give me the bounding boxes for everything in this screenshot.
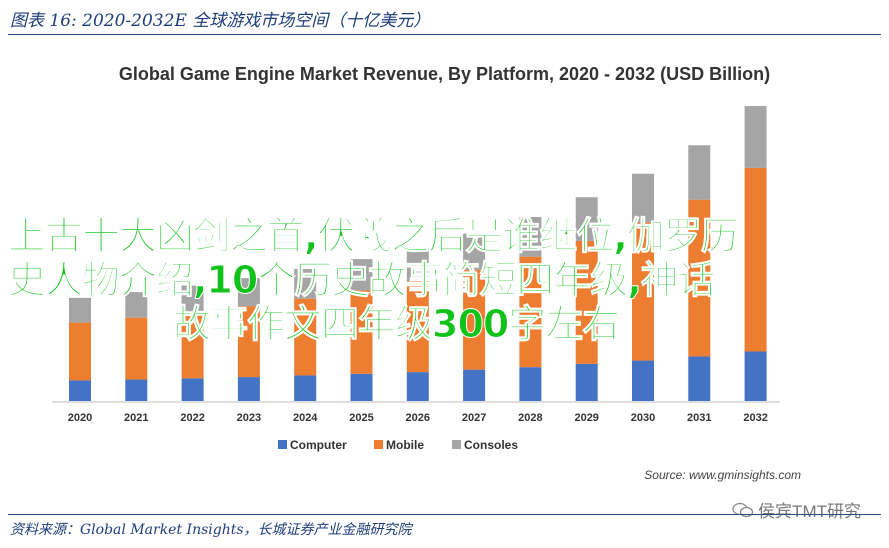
source-footer: 资料来源：Global Market Insights，长城证券产业金融研究院 [10,522,412,538]
bar-mobile-2022 [181,312,204,379]
x-tick-label: 2023 [237,412,261,424]
bar-consoles-2020 [69,297,91,323]
bar-mobile-2032 [744,167,767,352]
bar-computer-2023 [237,377,260,401]
bar-consoles-2028 [519,217,542,257]
bar-mobile-2023 [237,306,260,378]
bar-computer-2024 [294,375,317,401]
bar-group [69,106,767,401]
overlay-text: 上古十大凶剑之首,伏羲之后是谁继位,伽罗历 史人物介绍,10个历史故事简短四年级… [8,214,888,347]
bar-computer-2022 [181,378,204,401]
source-note: Source: www.gminsights.com [644,468,801,482]
bar-computer-2025 [350,373,373,401]
bar-computer-2031 [688,356,711,401]
bar-mobile-2031 [688,199,711,357]
bar-mobile-2024 [294,298,317,376]
bar-consoles-2030 [632,173,654,223]
x-tick-label: 2025 [349,412,373,424]
x-tick-label: 2027 [462,412,486,424]
legend-swatch-consoles [452,440,461,449]
legend-swatch-mobile [374,440,383,449]
x-tick-label: 2021 [124,412,148,424]
overlay-line-3: 故事作文四年级300字左右 [173,302,621,347]
bar-consoles-2029 [575,197,598,241]
bar-computer-2029 [575,363,598,401]
bar-consoles-2022 [181,285,204,313]
x-tick-label: 2020 [68,412,92,424]
legend: Computer Mobile Consoles [278,438,518,452]
bar-consoles-2032 [744,106,767,168]
bottom-rule [8,514,881,515]
overlay-line-1: 上古十大凶剑之首,伏羲之后是谁继位,伽罗历 [8,214,740,259]
bar-mobile-2030 [632,222,654,361]
bar-computer-2020 [69,380,91,401]
bar-mobile-2020 [69,322,91,381]
bar-computer-2030 [632,360,654,401]
legend-label-mobile: Mobile [386,438,424,452]
overlay-line-2: 史人物介绍,10个历史故事简短四年级,神话 [8,258,717,303]
x-tick-label: 2022 [180,412,204,424]
bar-mobile-2025 [350,290,373,374]
bar-computer-2027 [463,369,486,401]
legend-label-consoles: Consoles [464,438,518,452]
x-tick-labels: 2020 2021 2022 2023 2024 2025 2026 2027 2028 2029… [68,412,768,424]
x-tick-label: 2024 [293,412,318,424]
x-tick-label: 2032 [743,412,767,424]
bar-mobile-2028 [519,256,542,368]
bar-consoles-2024 [294,269,317,299]
bar-computer-2021 [125,379,148,401]
chart-title: Global Game Engine Market Revenue, By Pl… [118,64,771,84]
bar-computer-2032 [744,351,767,401]
x-tick-label: 2026 [406,412,430,424]
bar-consoles-2031 [688,145,711,200]
x-tick-label: 2030 [631,412,655,424]
watermark-label: 侯宾TMT研究 [758,502,861,521]
bar-mobile-2027 [463,269,486,370]
bar-consoles-2025 [350,259,373,291]
legend-label-computer: Computer [290,438,347,452]
bar-computer-2026 [406,372,429,401]
figure-caption: 图表 16: 2020-2032E 全球游戏市场空间（十亿美元） [10,11,431,31]
bar-consoles-2027 [463,233,486,270]
legend-swatch-computer [278,440,287,449]
x-tick-label: 2029 [574,412,598,424]
bar-mobile-2026 [406,281,429,373]
bar-consoles-2026 [406,248,429,282]
bar-mobile-2021 [125,317,148,380]
wechat-icon [732,502,754,518]
bar-computer-2028 [519,367,542,401]
bar-consoles-2023 [237,278,260,307]
x-tick-label: 2028 [518,412,542,424]
top-rule [8,34,881,35]
bar-consoles-2021 [125,292,148,318]
bar-mobile-2029 [575,240,598,364]
watermark: 侯宾TMT研究 [732,497,861,522]
x-tick-label: 2031 [687,412,711,424]
